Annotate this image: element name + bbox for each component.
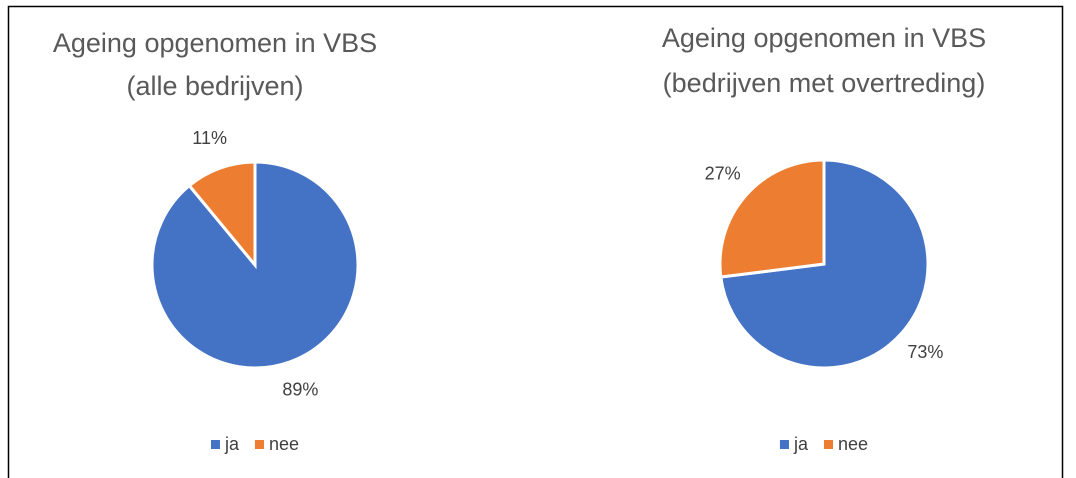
legend-swatch — [779, 440, 789, 449]
frame — [7, 5, 1064, 478]
legend-swatch — [210, 440, 220, 449]
legend-label: ja — [793, 434, 809, 454]
legend-swatch — [823, 440, 833, 449]
pie-slice — [718, 158, 826, 279]
data-label: 27% — [705, 163, 741, 183]
legend-swatch — [254, 440, 264, 449]
chart-title: Ageing opgenomen in VBS — [662, 23, 986, 53]
chart-title: (alle bedrijven) — [126, 71, 303, 101]
data-label: 11% — [192, 128, 227, 148]
legend-label: ja — [224, 434, 240, 454]
data-label: 73% — [907, 342, 943, 362]
chart-title: Ageing opgenomen in VBS — [53, 28, 377, 58]
data-label: 89% — [282, 380, 318, 400]
pie-slice — [187, 160, 257, 270]
legend-label: nee — [838, 434, 868, 454]
legend-label: nee — [269, 434, 299, 454]
chart-title: (bedrijven met overtreding) — [663, 68, 986, 98]
